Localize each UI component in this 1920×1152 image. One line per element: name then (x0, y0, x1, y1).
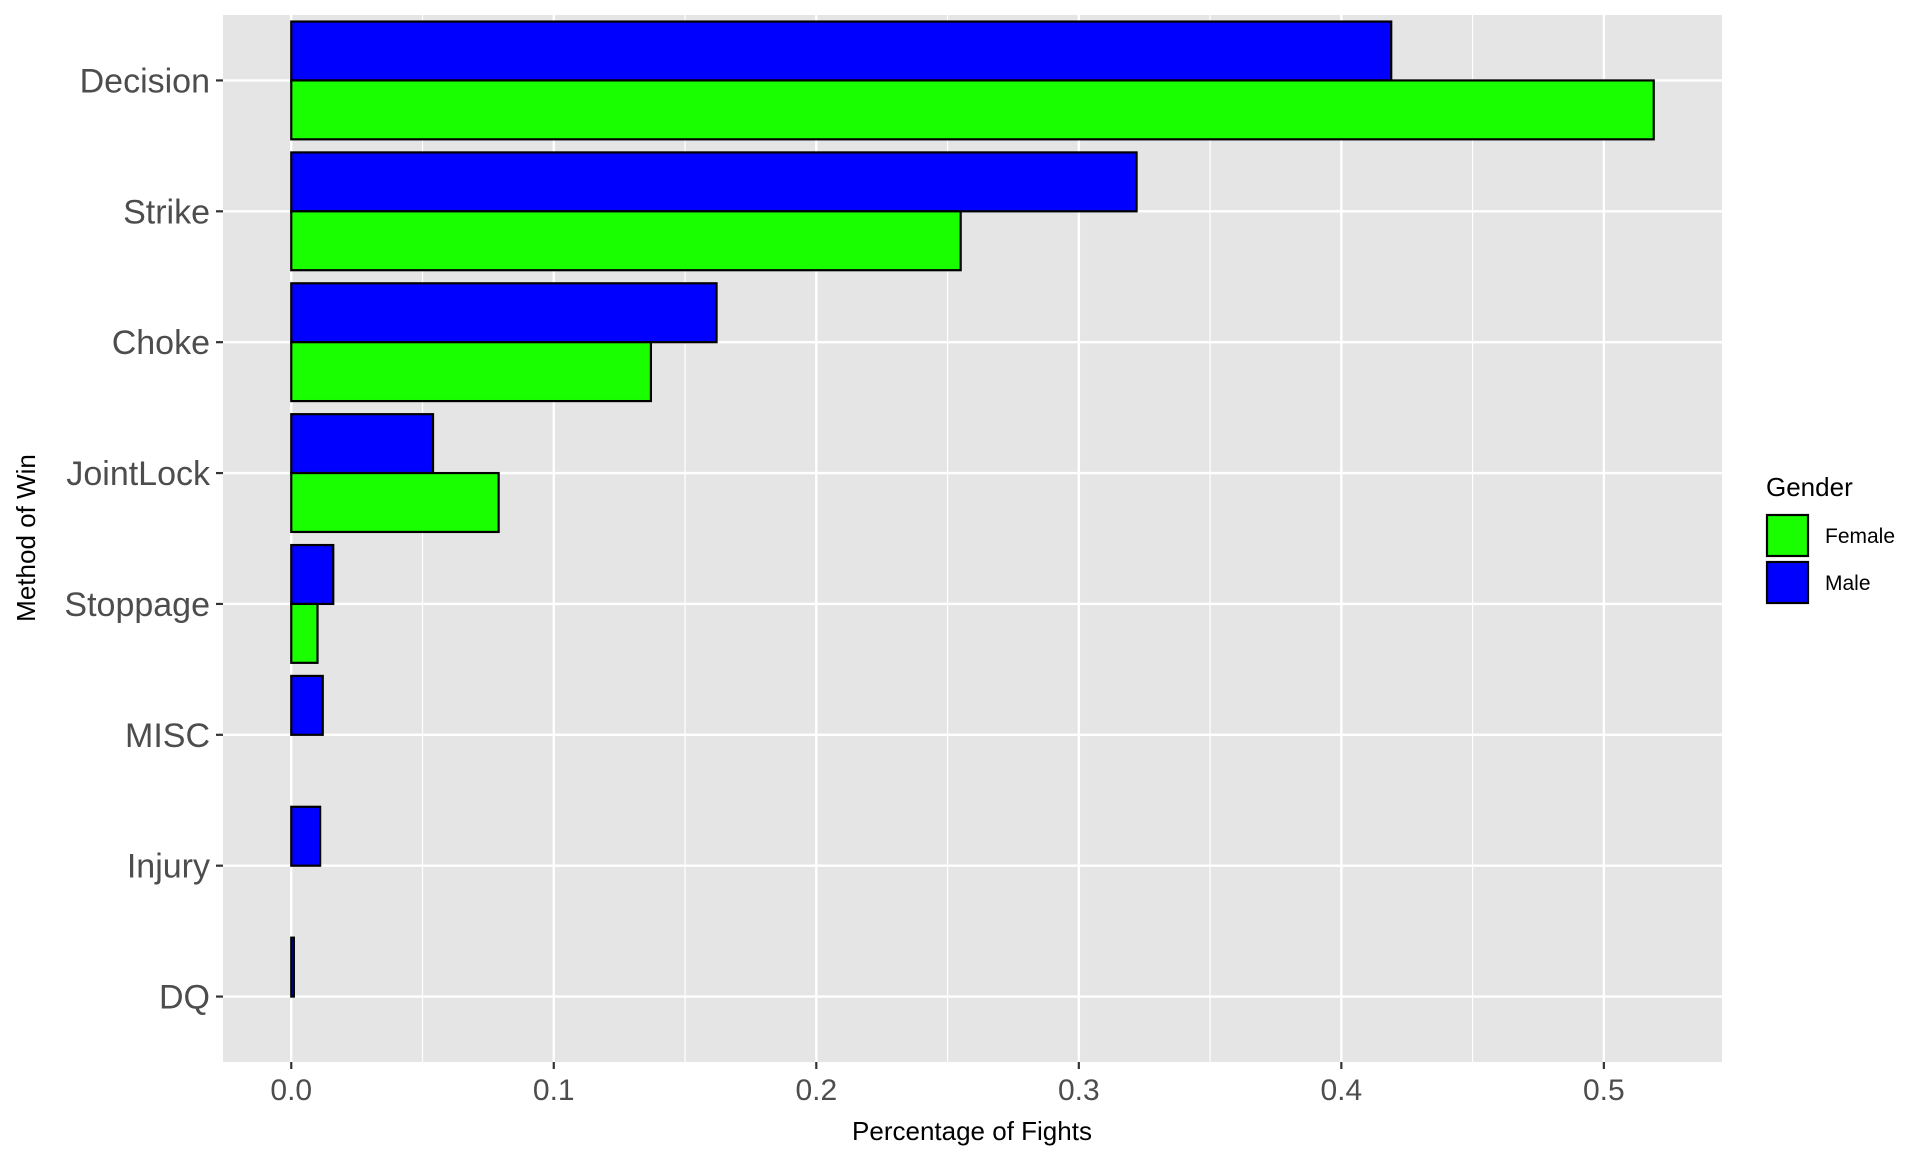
bar-male-misc (290, 674, 324, 736)
bar-male-stoppage (290, 543, 335, 606)
bar-male-jointlock (290, 413, 435, 475)
x-tick-label: 0.3 (1058, 1074, 1100, 1107)
y-tick-label: Injury (127, 848, 210, 886)
bar-female-jointlock (290, 471, 500, 534)
bar-male-choke (290, 282, 718, 344)
x-axis-title: Percentage of Fights (852, 1116, 1092, 1146)
legend-label-female: Female (1825, 525, 1895, 548)
y-axis-title: Method of Win (11, 454, 41, 622)
legend-title: Gender (1766, 472, 1853, 502)
y-tick-label: Decision (80, 62, 210, 100)
bar-male-dq (290, 936, 295, 998)
x-tick-label: 0.1 (533, 1074, 575, 1107)
legend: Gender Female Male (1765, 472, 1895, 605)
legend-label-male: Male (1825, 572, 1871, 595)
y-tick-label: DQ (159, 979, 210, 1017)
y-tick-label: Strike (123, 193, 210, 231)
x-axis-ticks: 0.0 0.1 0.2 0.3 0.4 0.5 (270, 1062, 1625, 1107)
x-tick-label: 0.4 (1320, 1074, 1362, 1107)
y-tick-label: Stoppage (64, 586, 210, 624)
bar-female-strike (290, 210, 962, 272)
bars (290, 20, 1655, 998)
bar-female-stoppage (290, 602, 319, 664)
y-tick-label: Choke (112, 324, 210, 362)
bar-female-decision (290, 79, 1655, 141)
y-tick-label: MISC (125, 717, 210, 755)
y-axis-ticks: Decision Strike Choke JointLock Stoppage MISC… (64, 62, 223, 1017)
legend-key-female (1765, 513, 1810, 558)
x-tick-label: 0.0 (270, 1074, 312, 1107)
bar-female-choke (290, 341, 653, 403)
bar-male-injury (290, 805, 322, 867)
legend-key-male (1765, 560, 1810, 605)
x-tick-label: 0.2 (795, 1074, 837, 1107)
x-tick-label: 0.5 (1583, 1074, 1625, 1107)
y-tick-label: JointLock (66, 455, 211, 493)
bar-male-decision (290, 20, 1393, 82)
bar-male-strike (290, 151, 1138, 213)
legend-entries: Female Male (1765, 513, 1895, 605)
